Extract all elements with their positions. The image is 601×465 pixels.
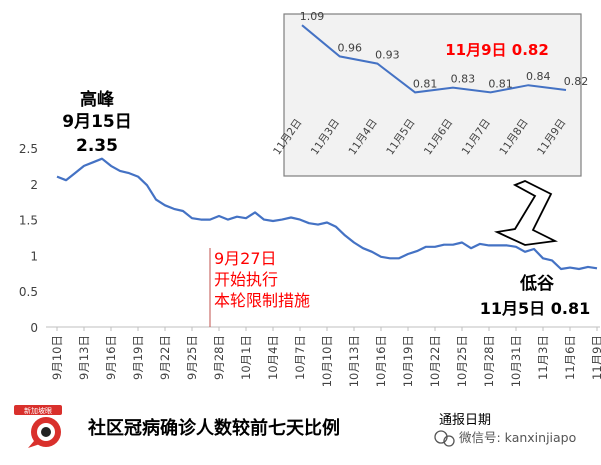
peak-label: 高峰 — [80, 89, 115, 110]
x-tick-label: 10月31日 — [509, 335, 523, 387]
x-tick-label: 10月22日 — [428, 335, 442, 387]
x-tick-label: 10月16日 — [374, 335, 388, 387]
x-tick-label: 10月25日 — [455, 335, 469, 387]
peak-date: 9月15日 — [62, 112, 132, 132]
x-axis-title: 通报日期 — [439, 413, 491, 428]
x-tick-label: 11月6日 — [563, 335, 577, 380]
inset-data-label: 0.93 — [375, 49, 400, 62]
main-y-axis: 0 0.5 1 1.5 2 2.5 — [19, 142, 38, 335]
inset-data-label: 0.82 — [564, 75, 589, 88]
chart-title: 社区冠病确诊人数较前七天比例 — [88, 417, 340, 439]
x-tick-label: 9月13日 — [77, 335, 91, 380]
inset-series-line — [301, 24, 567, 94]
main-x-axis: 9月10日 9月13日 9月16日 9月19日 9月22日 9月25日 9月28日 10月1日… — [50, 327, 601, 387]
x-tick-label: 11月9日 — [590, 335, 601, 380]
x-tick-label: 10月7日 — [293, 335, 307, 380]
wechat-icon — [434, 430, 455, 447]
inset-data-label: 1.09 — [300, 10, 325, 23]
x-tick-label: 10月13日 — [347, 335, 361, 387]
restriction-text-1: 开始执行 — [214, 270, 278, 289]
x-tick-label: 9月16日 — [104, 335, 118, 380]
inset-data-label: 0.96 — [337, 41, 362, 54]
x-tick-label: 10月10日 — [320, 335, 334, 387]
x-tick-label: 10月4日 — [266, 335, 280, 380]
inset-data-label: 0.81 — [488, 77, 513, 90]
peak-value: 2.35 — [76, 136, 118, 156]
pointer-arrow-icon — [493, 180, 559, 246]
inset-panel — [283, 13, 582, 177]
series-line — [56, 157, 598, 271]
x-tick-label: 9月22日 — [158, 335, 172, 380]
logo: 新加坡眼 — [14, 405, 62, 448]
x-tick-label: 11月3日 — [536, 335, 550, 380]
wechat-id: 微信号: kanxinjiapo — [459, 430, 576, 445]
y-tick-label: 2 — [30, 178, 38, 192]
inset-data-labels: 1.09 0.96 0.93 0.81 0.83 0.81 0.84 0.82 — [300, 10, 589, 90]
y-tick-label: 0 — [30, 321, 38, 335]
x-tick-label: 9月10日 — [50, 335, 64, 380]
trough-label: 低谷 — [519, 273, 555, 294]
inset-title: 11月9日 0.82 — [445, 41, 549, 59]
x-tick-label: 10月28日 — [482, 335, 496, 387]
y-tick-label: 2.5 — [19, 142, 38, 156]
x-tick-label: 10月1日 — [239, 335, 253, 380]
x-tick-label: 10月19日 — [401, 335, 415, 387]
y-tick-label: 1.5 — [19, 214, 38, 228]
x-tick-label: 9月19日 — [131, 335, 145, 380]
y-tick-label: 0.5 — [19, 285, 38, 299]
logo-text: 新加坡眼 — [24, 406, 52, 415]
x-tick-label: 9月28日 — [212, 335, 226, 380]
inset-data-label: 0.84 — [526, 70, 551, 83]
x-tick-label: 9月25日 — [185, 335, 199, 380]
inset-data-label: 0.81 — [413, 77, 438, 90]
y-tick-label: 1 — [30, 249, 38, 263]
restriction-text-2: 本轮限制措施 — [214, 291, 310, 310]
inset-data-label: 0.83 — [451, 73, 476, 86]
restriction-date: 9月27日 — [214, 249, 277, 268]
trough-date-value: 11月5日 0.81 — [480, 299, 590, 318]
